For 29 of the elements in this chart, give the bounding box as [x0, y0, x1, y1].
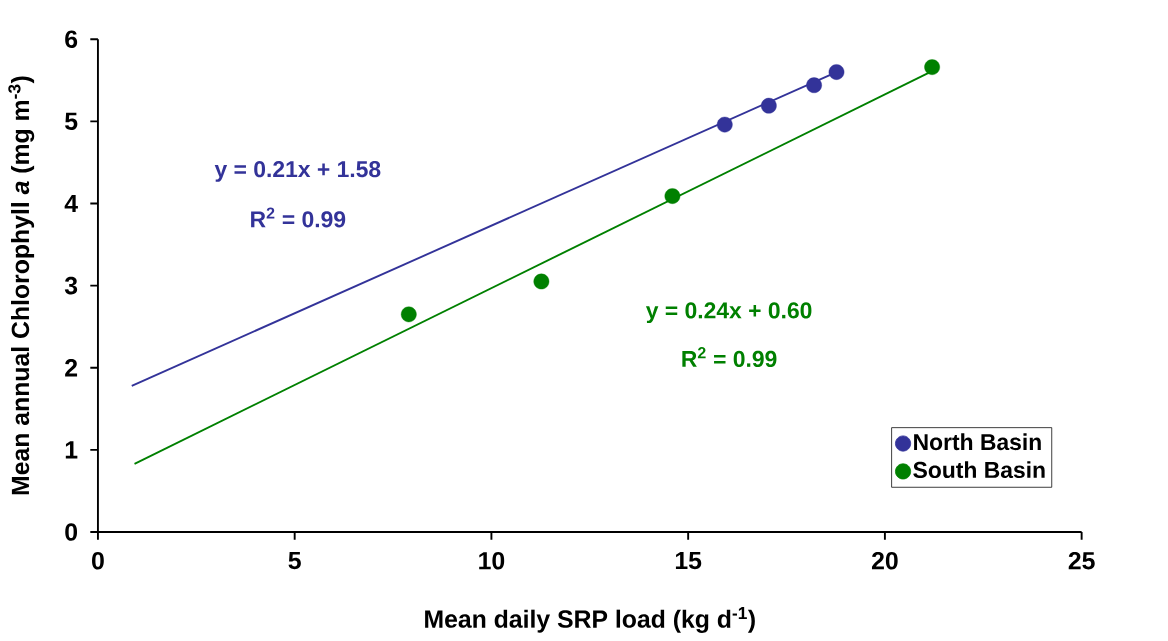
- y-axis-title: Mean annual Chlorophyll a (mg m$^{-3}$): [8, 76, 35, 495]
- legend-label: South Basin: [913, 461, 1045, 478]
- y-tick-label: 0: [65, 523, 78, 541]
- annotation: y = 0.21x + 1.58: [214, 161, 381, 182]
- x-tick-label: 5: [288, 551, 301, 570]
- x-tick-label: 0: [92, 551, 104, 570]
- annotation: R$^{2}$ = 0.99: [251, 207, 346, 228]
- point: [924, 59, 940, 75]
- point: [761, 97, 777, 114]
- x-axis-title: Mean daily SRP load (kg d$^{-1}$): [425, 607, 755, 633]
- y-tick-label: 1: [65, 441, 78, 459]
- annotation: R$^{2}$ = 0.99: [682, 347, 777, 367]
- legend-label: North Basin: [914, 433, 1041, 451]
- annotation: y = 0.24x + 0.60: [645, 302, 812, 323]
- y-tick-label: 6: [65, 30, 78, 48]
- point: [400, 306, 417, 323]
- y-tick-label: 4: [64, 194, 78, 212]
- y-tick-label: 3: [64, 276, 78, 295]
- point: [828, 64, 845, 80]
- x-tick-label: 15: [675, 551, 702, 570]
- x-tick-label: 20: [871, 551, 898, 570]
- point: [806, 77, 822, 93]
- x-tick-label: 10: [479, 551, 505, 570]
- point: [664, 188, 681, 204]
- y-tick-label: 5: [65, 112, 78, 130]
- point: [533, 273, 550, 290]
- y-tick-label: 2: [65, 359, 78, 377]
- x-tick-label: 25: [1068, 551, 1095, 570]
- point: [716, 116, 733, 133]
